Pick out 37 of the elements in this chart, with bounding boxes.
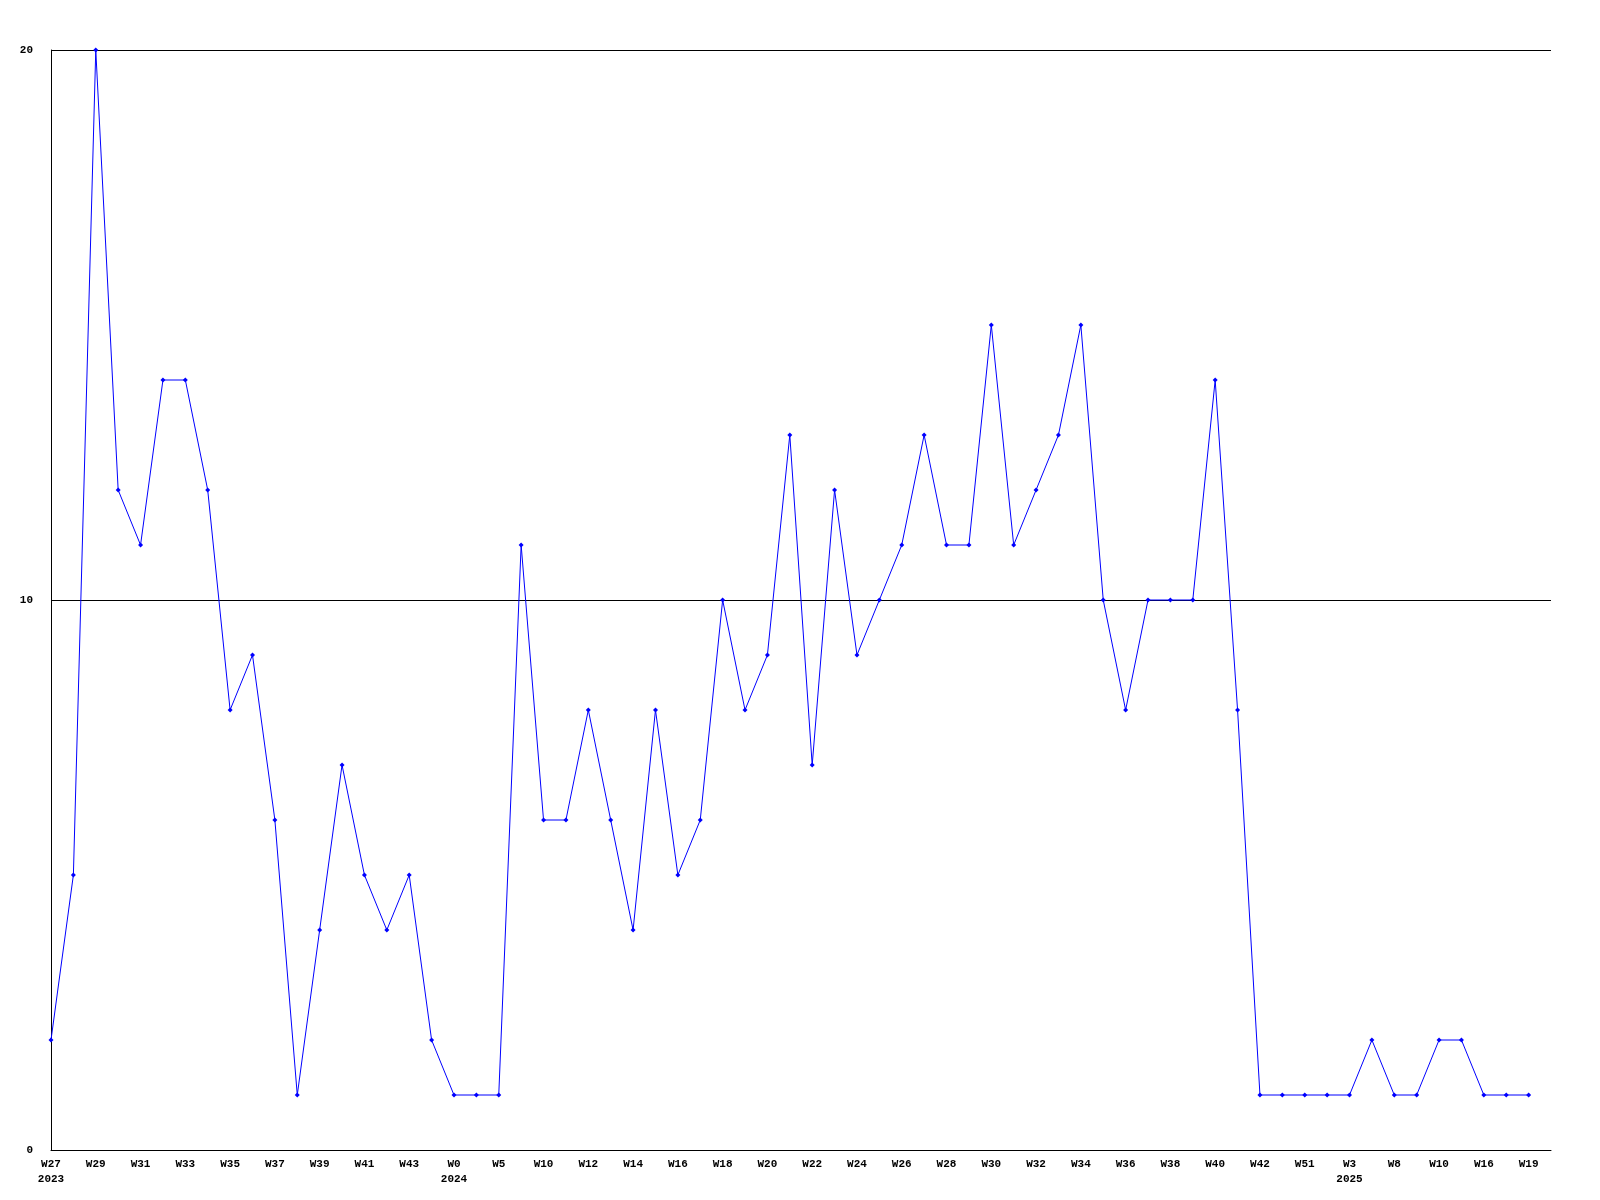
x-tick-label: W22 (802, 1157, 823, 1170)
x-tick-label: W5 (492, 1157, 506, 1170)
x-tick-label: W35 (220, 1157, 241, 1170)
x-tick-label: W14 (623, 1157, 644, 1170)
x-tick-label: W26 (891, 1157, 912, 1170)
x-tick-label: W36 (1115, 1157, 1136, 1170)
y-tick-label: 10 (19, 594, 33, 606)
x-tick-label: W19 (1518, 1157, 1539, 1170)
x-tick-label: W41 (354, 1157, 375, 1170)
x-tick-label: W30 (981, 1157, 1002, 1170)
x-tick-label: W38 (1160, 1157, 1181, 1170)
x-tick-label: W18 (712, 1157, 733, 1170)
x-tick-label: W43 (399, 1157, 420, 1170)
y-tick-label: 20 (19, 44, 33, 56)
x-tick-label: W8 (1387, 1157, 1402, 1170)
x-tick-label: W20 (757, 1157, 778, 1170)
x-tick-label: W16 (667, 1157, 688, 1170)
x-tick-label: W29 (85, 1157, 106, 1170)
x-tick-label: W0 2024 (440, 1157, 468, 1185)
x-tick-label: W24 (847, 1157, 868, 1170)
x-tick-label: W40 (1205, 1157, 1226, 1170)
x-tick-label: W3 2025 (1336, 1157, 1364, 1185)
x-tick-label: W31 (130, 1157, 151, 1170)
y-tick-label: 0 (26, 1144, 33, 1156)
x-tick-label: W10 (1429, 1157, 1449, 1170)
x-tick-label: W33 (175, 1157, 196, 1170)
x-tick-label: W32 (1026, 1157, 1046, 1170)
x-tick-label: W39 (309, 1157, 330, 1170)
x-tick-label: W28 (936, 1157, 957, 1170)
x-tick-label: W16 (1473, 1157, 1494, 1170)
x-tick-label: W37 (264, 1157, 285, 1170)
x-tick-label: W51 (1294, 1157, 1316, 1170)
x-tick-label: W34 (1070, 1157, 1092, 1170)
x-tick-label: W12 (578, 1157, 599, 1170)
x-tick-label: W42 (1250, 1157, 1270, 1170)
x-tick-label: W27 2023 (37, 1157, 65, 1185)
x-tick-label: W10 (533, 1157, 554, 1170)
